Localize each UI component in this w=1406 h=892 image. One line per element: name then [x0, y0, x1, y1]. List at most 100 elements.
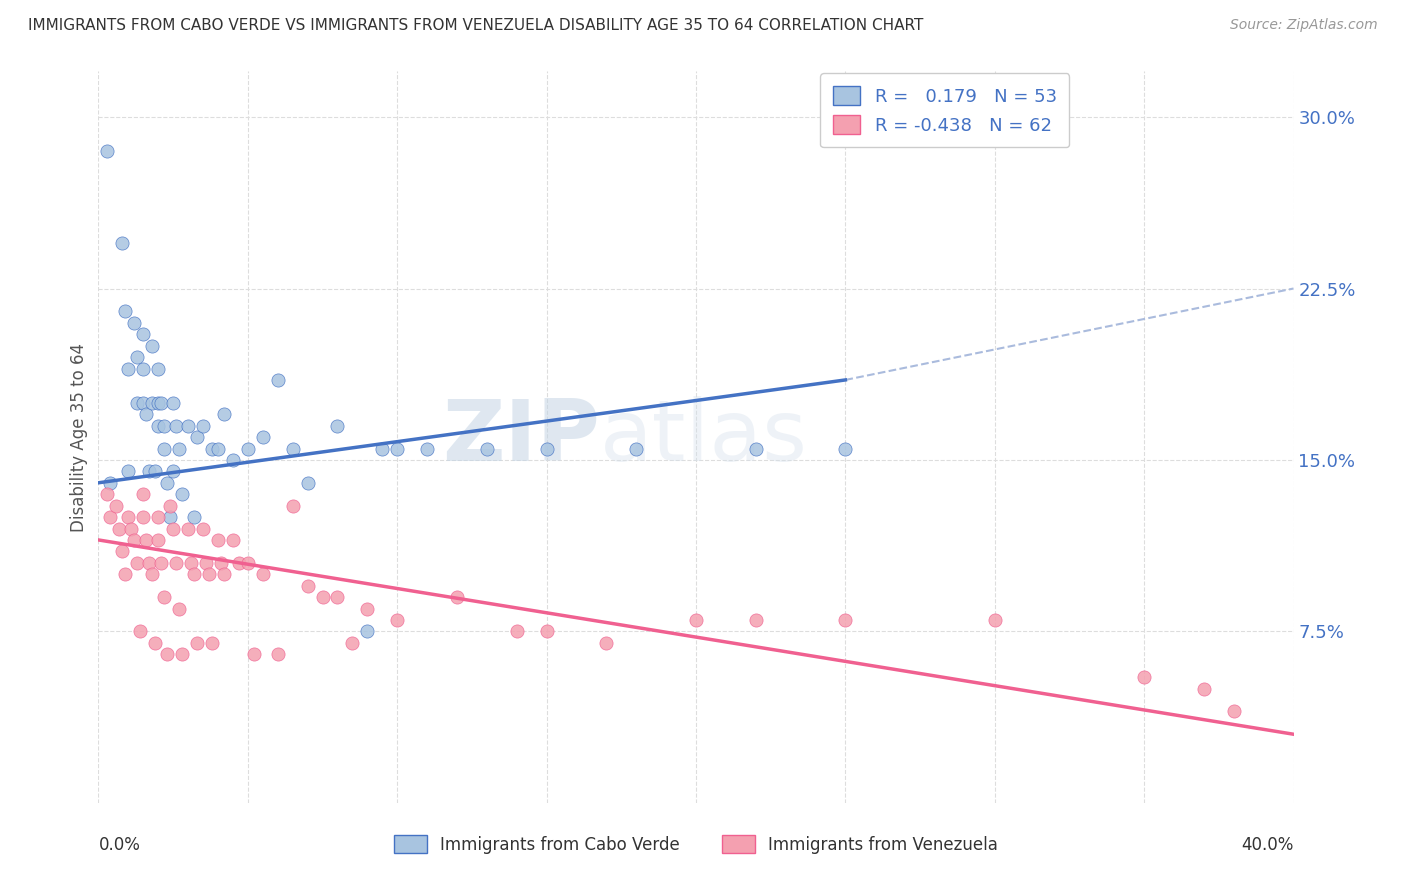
- Point: [222, 453, 245, 467]
- Point: [98, 510, 122, 524]
- Point: [132, 510, 155, 524]
- Point: [105, 499, 128, 513]
- Point: [281, 442, 304, 456]
- Point: [135, 407, 157, 421]
- Point: [446, 590, 468, 604]
- Point: [595, 636, 617, 650]
- Point: [172, 647, 194, 661]
- Point: [132, 396, 155, 410]
- Point: [129, 624, 152, 639]
- Point: [1133, 670, 1156, 684]
- Point: [536, 442, 558, 456]
- Point: [186, 636, 208, 650]
- Point: [834, 613, 856, 627]
- Point: [167, 442, 190, 456]
- Point: [96, 487, 118, 501]
- Point: [212, 407, 235, 421]
- Point: [156, 475, 179, 490]
- Point: [311, 590, 333, 604]
- Point: [506, 624, 529, 639]
- Point: [138, 464, 160, 478]
- Point: [98, 475, 122, 490]
- Point: [132, 361, 155, 376]
- Point: [267, 373, 290, 387]
- Point: [745, 613, 768, 627]
- Text: ZIP: ZIP: [443, 395, 600, 479]
- Point: [167, 601, 190, 615]
- Point: [120, 521, 142, 535]
- Point: [356, 601, 378, 615]
- Point: [143, 636, 166, 650]
- Point: [984, 613, 1007, 627]
- Point: [236, 556, 259, 570]
- Point: [201, 636, 224, 650]
- Text: 40.0%: 40.0%: [1241, 836, 1294, 854]
- Point: [209, 556, 232, 570]
- Point: [114, 567, 136, 582]
- Point: [153, 590, 176, 604]
- Point: [252, 430, 274, 444]
- Y-axis label: Disability Age 35 to 64: Disability Age 35 to 64: [70, 343, 89, 532]
- Point: [297, 579, 319, 593]
- Text: atlas: atlas: [600, 395, 808, 479]
- Point: [371, 442, 394, 456]
- Point: [191, 521, 214, 535]
- Point: [156, 647, 179, 661]
- Point: [148, 510, 170, 524]
- Point: [198, 567, 221, 582]
- Point: [267, 647, 290, 661]
- Point: [148, 396, 170, 410]
- Point: [111, 235, 134, 250]
- Point: [162, 396, 184, 410]
- Point: [162, 464, 184, 478]
- Point: [117, 361, 139, 376]
- Point: [252, 567, 274, 582]
- Point: [143, 464, 166, 478]
- Point: [356, 624, 378, 639]
- Point: [127, 396, 149, 410]
- Point: [297, 475, 319, 490]
- Point: [177, 418, 200, 433]
- Point: [153, 418, 176, 433]
- Point: [153, 442, 176, 456]
- Point: [416, 442, 439, 456]
- Point: [183, 510, 205, 524]
- Point: [183, 567, 205, 582]
- Point: [222, 533, 245, 547]
- Point: [626, 442, 648, 456]
- Point: [127, 350, 149, 364]
- Point: [141, 396, 163, 410]
- Point: [834, 442, 856, 456]
- Point: [281, 499, 304, 513]
- Point: [385, 613, 409, 627]
- Point: [135, 533, 157, 547]
- Point: [172, 487, 194, 501]
- Point: [124, 533, 146, 547]
- Point: [385, 442, 409, 456]
- Point: [162, 521, 184, 535]
- Point: [150, 396, 173, 410]
- Point: [745, 442, 768, 456]
- Point: [201, 442, 224, 456]
- Point: [127, 556, 149, 570]
- Point: [243, 647, 266, 661]
- Point: [150, 556, 173, 570]
- Point: [111, 544, 134, 558]
- Point: [117, 510, 139, 524]
- Point: [685, 613, 707, 627]
- Point: [186, 430, 208, 444]
- Point: [159, 499, 181, 513]
- Point: [141, 338, 163, 352]
- Text: 0.0%: 0.0%: [98, 836, 141, 854]
- Point: [342, 636, 364, 650]
- Point: [141, 567, 163, 582]
- Point: [475, 442, 498, 456]
- Point: [148, 418, 170, 433]
- Point: [117, 464, 139, 478]
- Legend: Immigrants from Cabo Verde, Immigrants from Venezuela: Immigrants from Cabo Verde, Immigrants f…: [387, 829, 1005, 860]
- Point: [108, 521, 131, 535]
- Text: Source: ZipAtlas.com: Source: ZipAtlas.com: [1230, 18, 1378, 32]
- Point: [1192, 681, 1215, 696]
- Point: [195, 556, 218, 570]
- Point: [207, 533, 229, 547]
